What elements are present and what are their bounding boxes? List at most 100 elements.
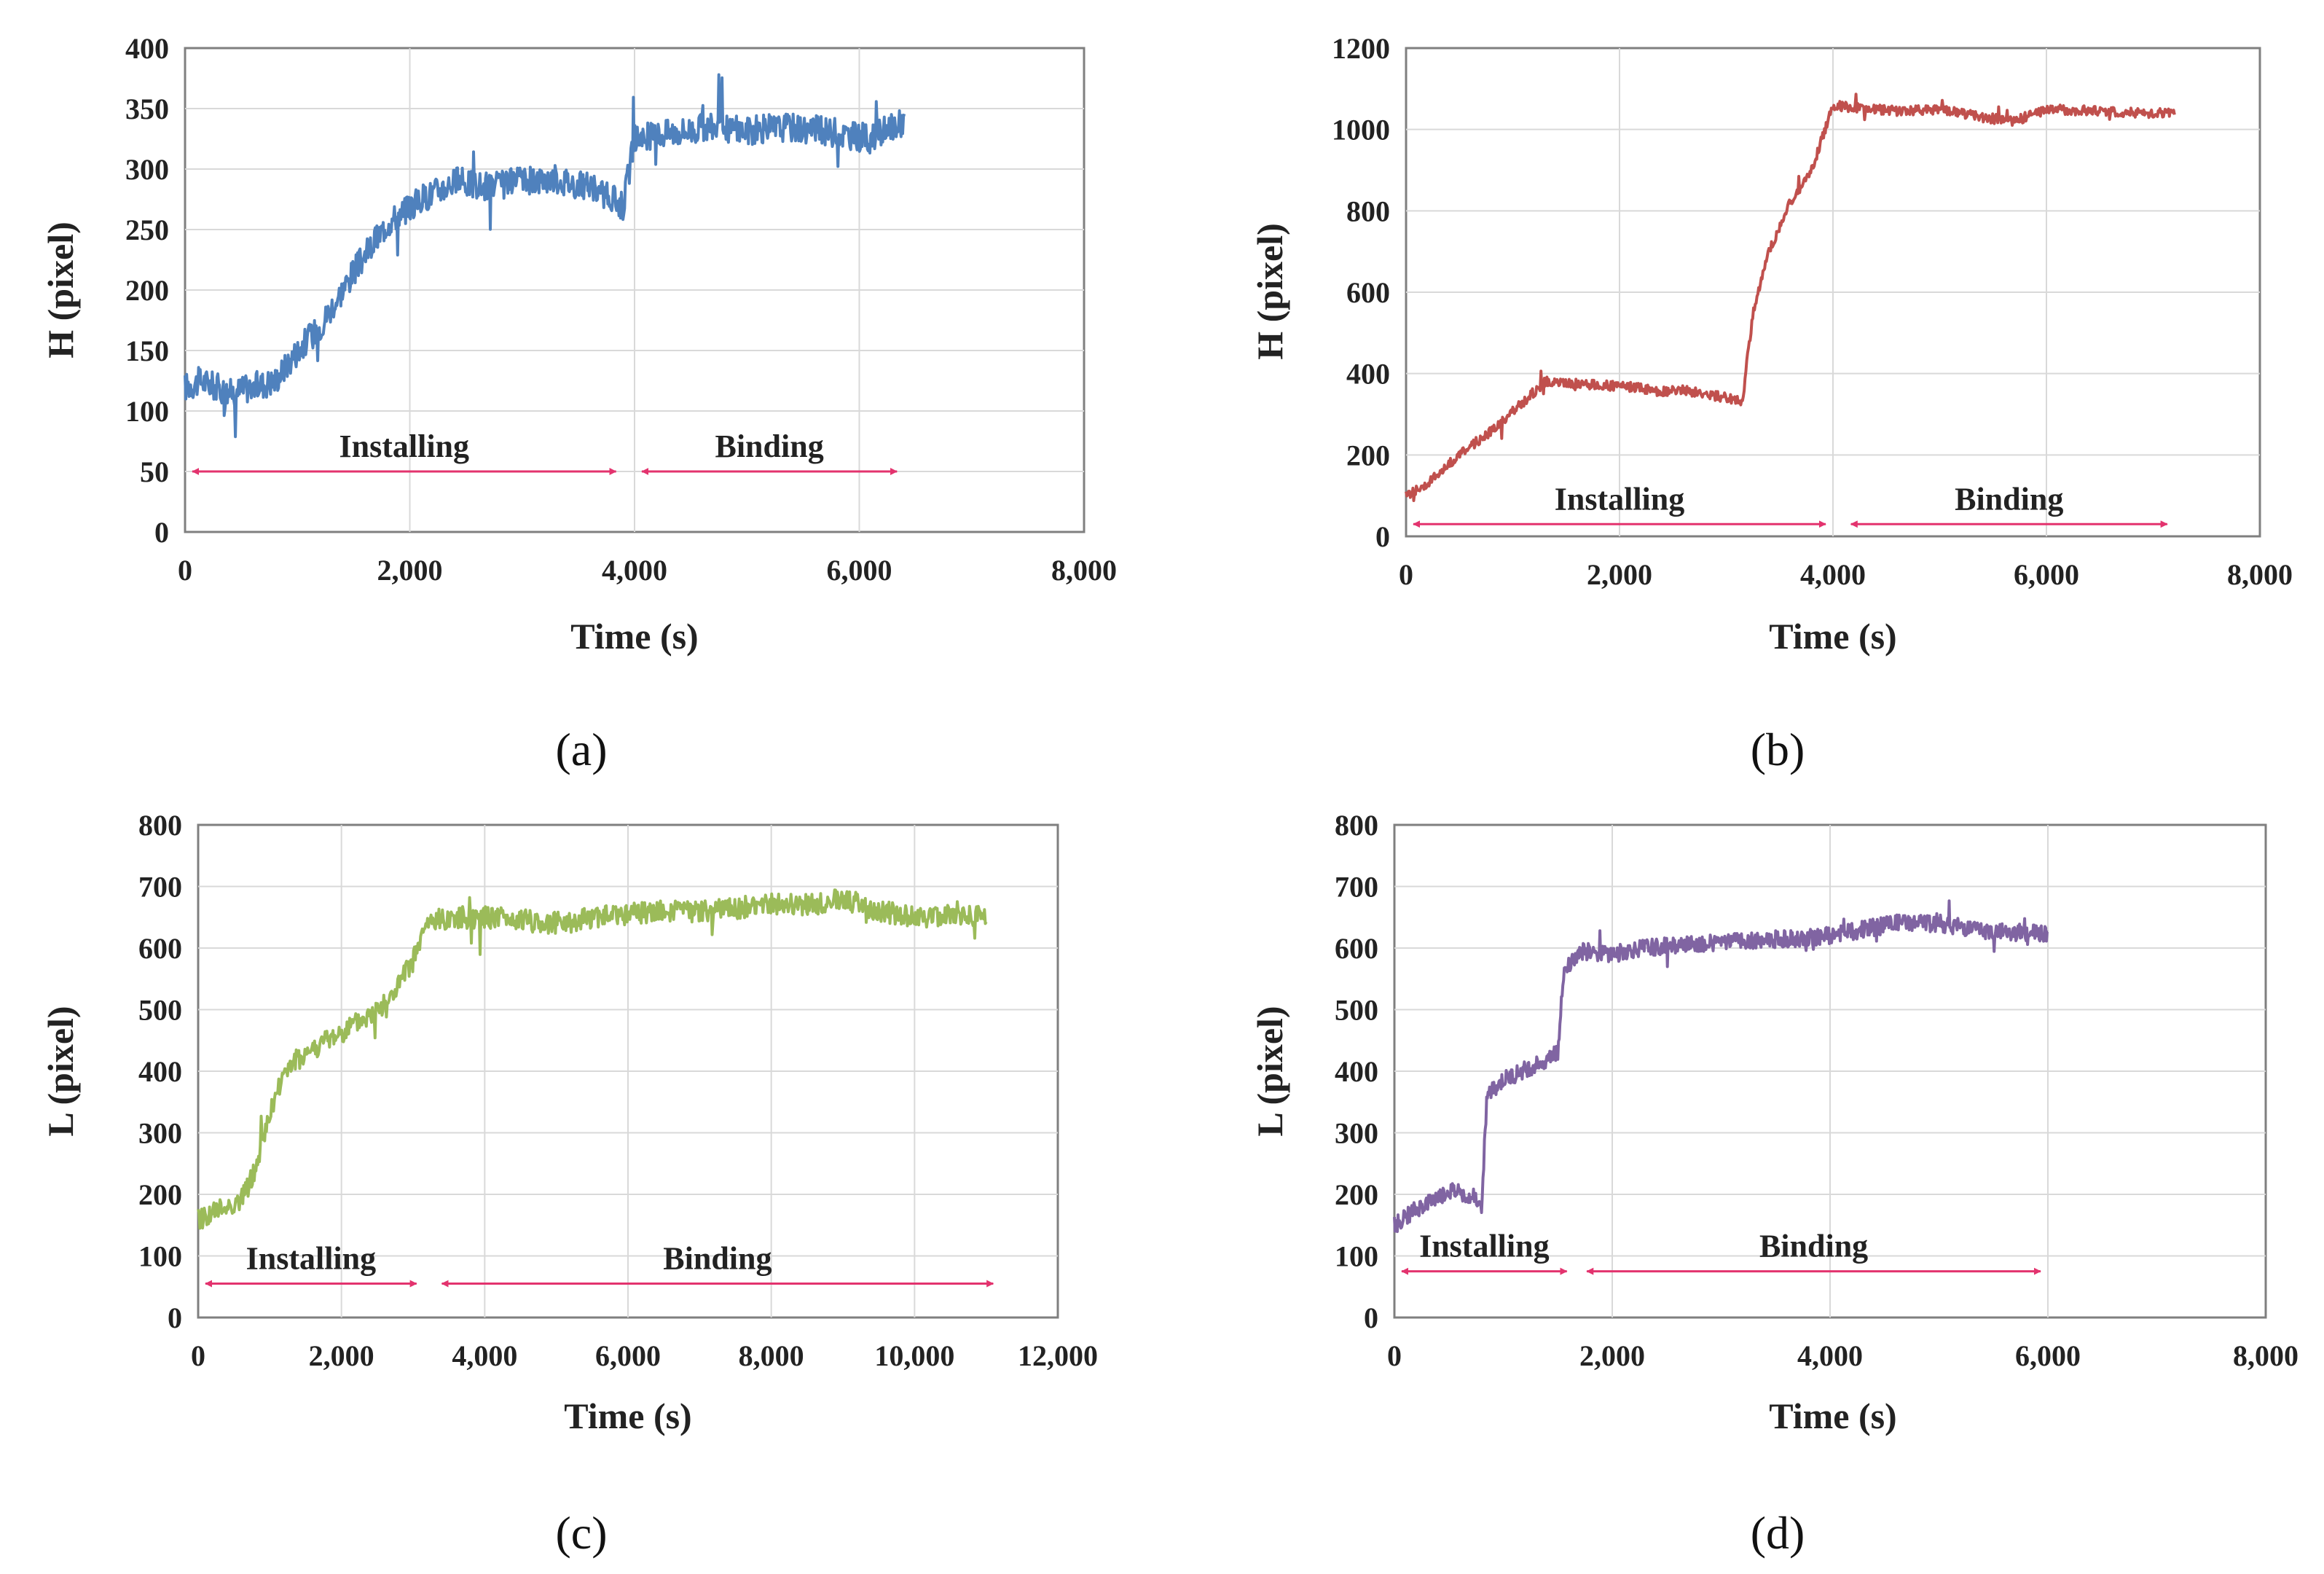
panel-label: (a) bbox=[555, 724, 607, 775]
grid bbox=[1406, 48, 2260, 536]
y-tick-label: 300 bbox=[138, 1117, 182, 1150]
y-tick-label: 0 bbox=[168, 1301, 182, 1334]
series-line bbox=[1393, 899, 2049, 1234]
x-axis-title: Time (s) bbox=[564, 1395, 691, 1436]
y-tick-label: 300 bbox=[125, 153, 169, 186]
y-tick-label: 1200 bbox=[1332, 32, 1390, 65]
series-line bbox=[197, 888, 988, 1230]
phase-annotations: Installing Binding bbox=[192, 428, 898, 475]
x-tick-label: 4,000 bbox=[1797, 1339, 1863, 1372]
y-tick-label: 200 bbox=[1346, 439, 1390, 471]
y-axis-title: H (pixel) bbox=[1249, 223, 1290, 359]
x-tick-label: 2,000 bbox=[1579, 1339, 1645, 1372]
y-tick-label: 800 bbox=[138, 809, 182, 842]
x-tick-label: 6,000 bbox=[827, 554, 892, 587]
x-tick-label: 6,000 bbox=[2014, 558, 2079, 591]
x-axis-ticks: 0 2,000 4,000 6,000 8,000 bbox=[1399, 558, 2293, 591]
y-tick-label: 400 bbox=[138, 1055, 182, 1088]
phase-annotations: Installing Binding bbox=[1413, 481, 2168, 528]
y-tick-label: 500 bbox=[138, 994, 182, 1027]
y-tick-label: 400 bbox=[1335, 1055, 1378, 1088]
y-tick-label: 0 bbox=[154, 516, 169, 549]
y-tick-label: 350 bbox=[125, 93, 169, 125]
panel-label: (c) bbox=[555, 1507, 607, 1559]
x-tick-label: 4,000 bbox=[602, 554, 667, 587]
y-tick-label: 600 bbox=[1346, 276, 1390, 309]
y-axis-title: H (pixel) bbox=[40, 222, 81, 358]
panel-a: 0 50 100 150 200 250 300 350 400 0 2,000 4,000 6,00… bbox=[40, 32, 1117, 775]
x-axis-ticks: 0 2,000 4,000 6,000 8,000 bbox=[1387, 1339, 2299, 1372]
x-axis-ticks: 0 2,000 4,000 6,000 8,000 10,000 12,000 bbox=[191, 1339, 1098, 1372]
x-axis-title: Time (s) bbox=[1769, 616, 1896, 657]
y-tick-label: 200 bbox=[138, 1178, 182, 1211]
series bbox=[1393, 899, 2049, 1234]
x-tick-label: 6,000 bbox=[595, 1339, 661, 1372]
x-tick-label: 12,000 bbox=[1018, 1339, 1098, 1372]
y-tick-label: 700 bbox=[138, 871, 182, 904]
panel-c: 0 100 200 300 400 500 600 700 800 0 2,000 4,000 6,0… bbox=[40, 809, 1098, 1559]
y-axis-ticks: 0 50 100 150 200 250 300 350 400 bbox=[125, 32, 169, 549]
phase-label: Binding bbox=[663, 1241, 772, 1277]
y-tick-label: 800 bbox=[1335, 809, 1378, 842]
y-tick-label: 250 bbox=[125, 214, 169, 246]
phase-label: Installing bbox=[246, 1241, 377, 1277]
y-tick-label: 200 bbox=[1335, 1178, 1378, 1211]
y-tick-label: 400 bbox=[125, 32, 169, 65]
y-tick-label: 300 bbox=[1335, 1117, 1378, 1150]
y-tick-label: 0 bbox=[1375, 520, 1390, 553]
y-axis-ticks: 0 100 200 300 400 500 600 700 800 bbox=[138, 809, 182, 1334]
phase-label: Installing bbox=[1555, 481, 1685, 517]
y-tick-label: 100 bbox=[138, 1240, 182, 1273]
phase-label: Installing bbox=[1419, 1229, 1550, 1264]
x-tick-label: 10,000 bbox=[874, 1339, 954, 1372]
phase-annotations: Installing Binding bbox=[205, 1241, 994, 1288]
phase-annotations: Installing Binding bbox=[1401, 1229, 2041, 1275]
grid bbox=[198, 825, 1058, 1317]
x-tick-label: 4,000 bbox=[1800, 558, 1866, 591]
y-tick-label: 800 bbox=[1346, 195, 1390, 227]
y-tick-label: 600 bbox=[138, 932, 182, 965]
panel-label: (b) bbox=[1751, 724, 1805, 775]
y-axis-ticks: 0 200 400 600 800 1000 1200 bbox=[1332, 32, 1390, 553]
y-axis-title: L (pixel) bbox=[1249, 1006, 1290, 1136]
y-axis-ticks: 0 100 200 300 400 500 600 700 800 bbox=[1335, 809, 1378, 1334]
x-tick-label: 0 bbox=[178, 554, 192, 587]
y-tick-label: 100 bbox=[125, 395, 169, 428]
x-axis-title: Time (s) bbox=[570, 616, 698, 657]
series-line bbox=[1405, 93, 2176, 502]
y-tick-label: 0 bbox=[1364, 1301, 1378, 1334]
x-axis-ticks: 0 2,000 4,000 6,000 8,000 bbox=[178, 554, 1117, 587]
phase-label: Binding bbox=[715, 428, 823, 464]
x-tick-label: 8,000 bbox=[2227, 558, 2293, 591]
y-tick-label: 1000 bbox=[1332, 114, 1390, 146]
series bbox=[197, 888, 988, 1230]
phase-label: Binding bbox=[1759, 1229, 1868, 1264]
panel-b: 0 200 400 600 800 1000 1200 0 2,000 4,000 6,000 8,… bbox=[1249, 32, 2293, 775]
panel-d: 0 100 200 300 400 500 600 700 800 0 2,000 4,000 6,0… bbox=[1249, 809, 2299, 1559]
x-axis-title: Time (s) bbox=[1769, 1395, 1896, 1436]
x-tick-label: 4,000 bbox=[452, 1339, 517, 1372]
x-tick-label: 0 bbox=[1399, 558, 1413, 591]
x-tick-label: 8,000 bbox=[1051, 554, 1117, 587]
phase-label: Installing bbox=[339, 428, 470, 464]
x-tick-label: 0 bbox=[1387, 1339, 1402, 1372]
y-tick-label: 700 bbox=[1335, 871, 1378, 904]
series bbox=[184, 73, 906, 439]
x-tick-label: 6,000 bbox=[2015, 1339, 2081, 1372]
x-tick-label: 0 bbox=[191, 1339, 205, 1372]
y-tick-label: 500 bbox=[1335, 994, 1378, 1027]
series bbox=[1405, 93, 2176, 502]
phase-label: Binding bbox=[1955, 481, 2063, 517]
grid bbox=[1394, 825, 2266, 1317]
series-line bbox=[184, 73, 906, 439]
y-tick-label: 50 bbox=[140, 455, 169, 488]
x-tick-label: 2,000 bbox=[377, 554, 443, 587]
y-axis-title: L (pixel) bbox=[40, 1006, 81, 1136]
x-tick-label: 8,000 bbox=[739, 1339, 804, 1372]
y-tick-label: 400 bbox=[1346, 358, 1390, 391]
x-tick-label: 2,000 bbox=[309, 1339, 374, 1372]
x-tick-label: 2,000 bbox=[1587, 558, 1652, 591]
x-tick-label: 8,000 bbox=[2233, 1339, 2299, 1372]
y-tick-label: 150 bbox=[125, 334, 169, 367]
